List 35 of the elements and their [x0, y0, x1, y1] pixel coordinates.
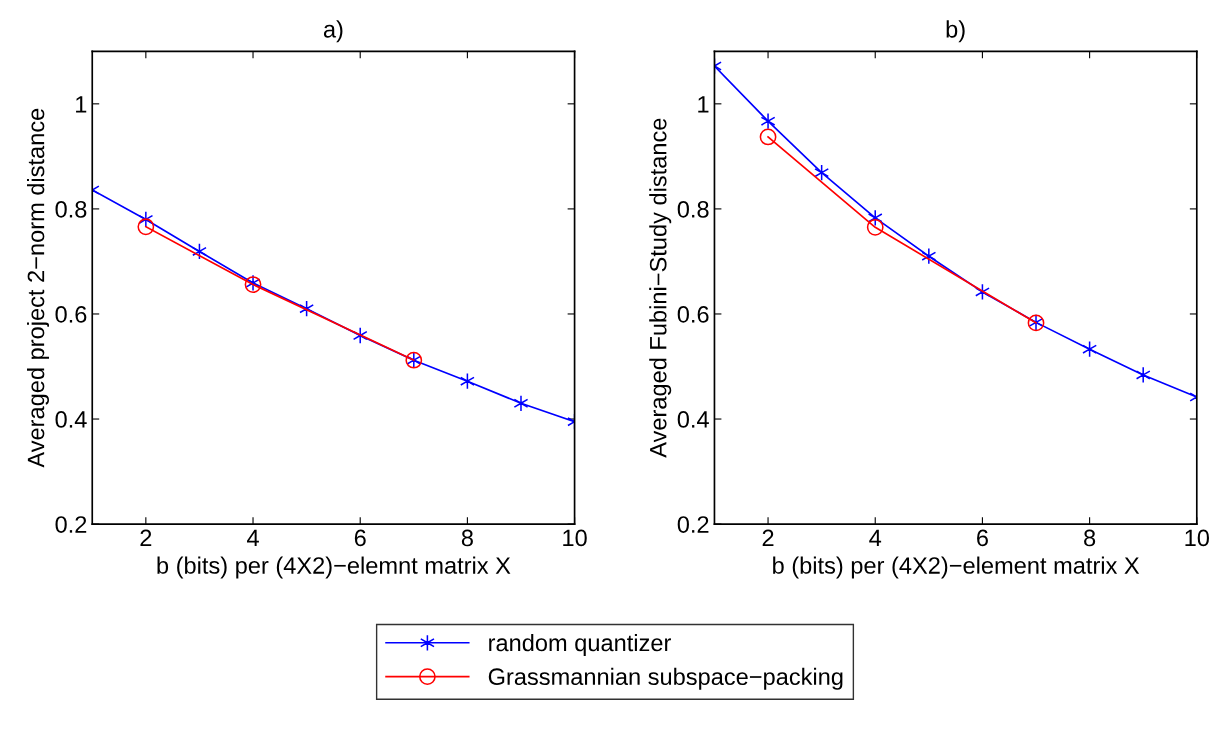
x-tick-label: 4: [247, 529, 259, 547]
point: [866, 218, 884, 236]
x-axis-title: b (bits) per (4X2)−element matrix X: [773, 556, 1140, 579]
legend-label: random quantizer: [489, 633, 671, 656]
x-tick-label: 4: [869, 529, 882, 547]
point: [513, 394, 529, 412]
x-axis-title: b (bits) per (4X2)−elemnt matrix X: [157, 556, 511, 579]
x-tick-label: 8: [461, 529, 473, 547]
point: [137, 218, 155, 236]
x-tick-label: 6: [977, 529, 988, 547]
legend-label: Grassmannian subspace−packing: [488, 667, 843, 690]
x-tick-label: 2: [762, 529, 774, 547]
y-tick-label: 1: [698, 96, 709, 113]
x-tick-label: 10: [1185, 529, 1209, 547]
chart-title: a): [323, 20, 343, 43]
chart-title: b): [946, 20, 965, 43]
y-tick-label: 0.6: [677, 306, 709, 323]
point: [759, 128, 777, 146]
x-tick-label: 2: [140, 529, 152, 547]
point: [921, 247, 937, 265]
y-tick-label: 0.8: [55, 200, 87, 218]
y-tick-label: 0.2: [677, 516, 709, 533]
point: [1135, 366, 1151, 384]
y-tick-label: 1: [76, 96, 87, 113]
y-axis-title: Averaged Fubini−Study distance: [649, 118, 672, 458]
x-tick-label: 8: [1084, 529, 1096, 547]
x-tick-label: 6: [354, 529, 366, 547]
y-tick-label: 0.2: [55, 516, 87, 533]
point: [760, 112, 776, 130]
y-tick-label: 0.4: [677, 411, 709, 428]
x-tick-label: 10: [563, 529, 587, 547]
y-tick-label: 0.6: [55, 306, 87, 323]
y-tick-label: 0.8: [677, 200, 709, 218]
y-axis-title: Averaged project 2−norm distance: [27, 108, 50, 468]
y-tick-label: 0.4: [55, 411, 87, 428]
